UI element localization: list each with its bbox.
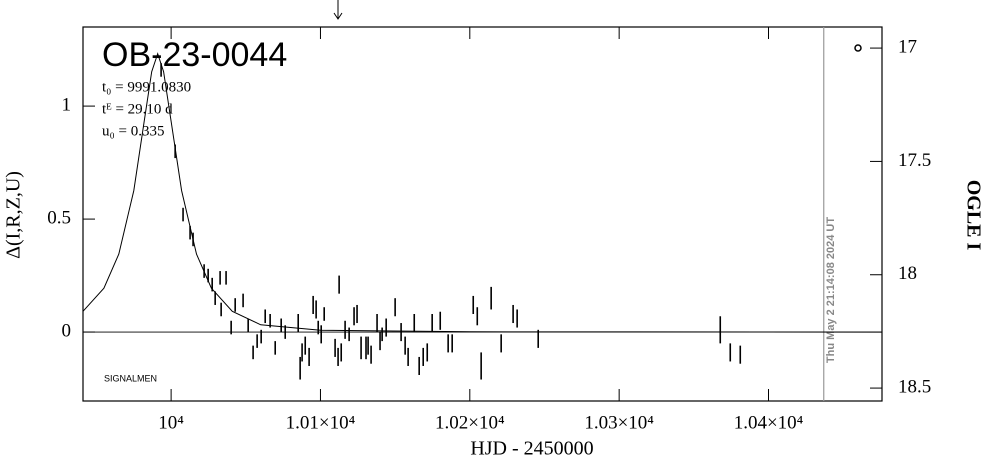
x-tick-label: 1.04×10⁴ <box>734 412 804 433</box>
chart-title: OB-23-0044 <box>102 36 287 74</box>
y-tick-label: 0.5 <box>47 207 71 228</box>
model-curve <box>82 52 883 333</box>
y-tick-label: 1 <box>62 94 72 115</box>
y2-axis-label: OGLE I <box>962 180 984 251</box>
x-tick-label: 1.03×10⁴ <box>584 412 654 433</box>
arrow-head <box>333 12 343 20</box>
x-axis-label: HJD - 2450000 <box>470 438 593 459</box>
y-axis-label: Δ(I,R,Z,U) <box>3 171 25 259</box>
y2-tick-label: 18 <box>898 263 917 284</box>
y-tick-label: 0 <box>62 320 72 341</box>
x-tick-label: 10⁴ <box>158 412 184 433</box>
y2-tick-label: 17.5 <box>898 150 931 171</box>
y2-tick-label: 18.5 <box>898 376 931 397</box>
timestamp: Thu May 2 21:14:08 2024 UT <box>825 217 837 363</box>
plot-frame <box>82 26 883 402</box>
param: u₀ = 0.335 <box>102 123 164 139</box>
x-tick-label: 1.02×10⁴ <box>435 412 505 433</box>
annotation: SIGNALMEN <box>104 373 157 383</box>
param: t₀ = 9991.0830 <box>102 79 191 95</box>
y2-tick-label: 17 <box>898 36 917 57</box>
symbol-marker <box>854 44 862 52</box>
param: tᴱ = 29.10 d <box>102 101 173 117</box>
x-tick-label: 1.01×10⁴ <box>286 412 356 433</box>
